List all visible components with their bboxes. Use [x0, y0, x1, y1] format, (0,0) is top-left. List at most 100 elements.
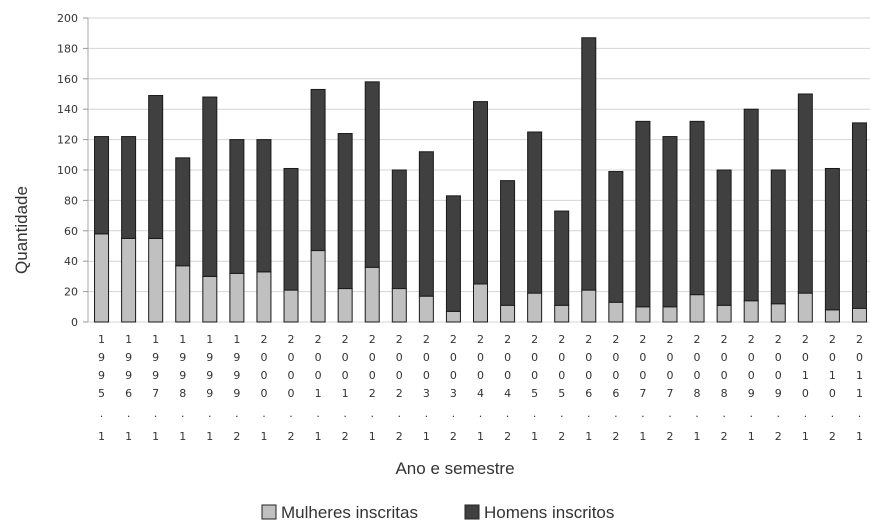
legend-label-mulheres: Mulheres inscritas — [281, 503, 418, 522]
bar-mulheres — [310, 250, 326, 323]
bar-mulheres — [337, 288, 353, 323]
x-axis-ticks: 1 9 9 5. 1 1 9 9 6. 1 1 9 9 7. 1 1 9 9 8. 1 1 9 9 9. 1 1 9 9 9. 2 2 0 0 0… — [98, 333, 863, 443]
y-tick-label: 40 — [64, 255, 78, 268]
bar-mulheres — [229, 272, 245, 323]
bar-homens — [364, 81, 380, 268]
bar-homens — [94, 136, 110, 235]
bar-homens — [554, 210, 570, 306]
bar-homens — [662, 136, 678, 308]
bar-homens — [797, 93, 813, 294]
bar-homens — [824, 167, 840, 311]
bar-mulheres — [500, 304, 516, 323]
bar-mulheres — [797, 292, 813, 323]
bar-homens — [608, 171, 624, 303]
bar-homens — [418, 151, 434, 297]
bar-homens — [337, 133, 353, 290]
bar-mulheres — [256, 271, 272, 323]
bar-homens — [581, 37, 597, 291]
bar-mulheres — [418, 295, 434, 323]
bar-homens — [445, 195, 461, 312]
y-tick-label: 120 — [57, 134, 78, 147]
bar-mulheres — [364, 266, 380, 323]
bar-homens — [851, 122, 867, 309]
y-tick-label: 60 — [64, 225, 78, 238]
legend-swatch-mulheres — [261, 504, 277, 520]
bar-mulheres — [743, 300, 759, 323]
bar-mulheres — [94, 233, 110, 323]
bar-homens — [716, 169, 732, 306]
bar-homens — [635, 120, 651, 308]
bar-homens — [473, 101, 488, 285]
bar-homens — [121, 136, 137, 239]
bar-mulheres — [689, 294, 705, 323]
bar-homens — [202, 96, 218, 277]
bar-homens — [391, 169, 407, 290]
y-tick-label: 80 — [64, 194, 78, 207]
bar-mulheres — [527, 292, 543, 323]
y-tick-label: 140 — [57, 103, 78, 116]
x-axis-title: Ano e semestre — [395, 459, 514, 478]
bar-mulheres — [770, 303, 786, 323]
y-tick-label: 20 — [64, 286, 78, 299]
bar-homens — [527, 131, 543, 294]
bar-homens — [689, 120, 705, 296]
bars — [94, 37, 867, 323]
bar-mulheres — [445, 310, 461, 323]
bar-mulheres — [148, 237, 164, 323]
bar-homens — [229, 139, 245, 274]
bar-homens — [770, 169, 786, 305]
bar-homens — [743, 108, 759, 302]
bar-mulheres — [851, 307, 867, 323]
legend-label-homens: Homens inscritos — [484, 503, 614, 522]
bar-mulheres — [662, 306, 678, 323]
bar-mulheres — [554, 304, 570, 323]
bar-mulheres — [473, 283, 488, 323]
bar-mulheres — [608, 301, 624, 323]
bar-mulheres — [824, 309, 840, 323]
y-tick-label: 180 — [57, 42, 78, 55]
bar-mulheres — [716, 304, 732, 323]
y-tick-label: 160 — [57, 73, 78, 86]
y-axis-ticks: 0 20 40 60 80 100 120 140 160 180 200 — [57, 12, 88, 329]
bar-mulheres — [635, 306, 651, 323]
bar-homens — [283, 167, 299, 291]
bar-mulheres — [121, 237, 137, 323]
bar-homens — [175, 157, 191, 267]
bar-mulheres — [175, 265, 191, 323]
bar-mulheres — [391, 288, 407, 323]
bar-mulheres — [581, 289, 597, 323]
bar-homens — [256, 139, 272, 273]
y-tick-label: 200 — [57, 12, 78, 25]
legend: Mulheres inscritas Homens inscritos — [261, 503, 614, 522]
y-tick-label: 0 — [71, 316, 78, 329]
bar-mulheres — [202, 275, 218, 323]
bar-homens — [148, 95, 164, 239]
